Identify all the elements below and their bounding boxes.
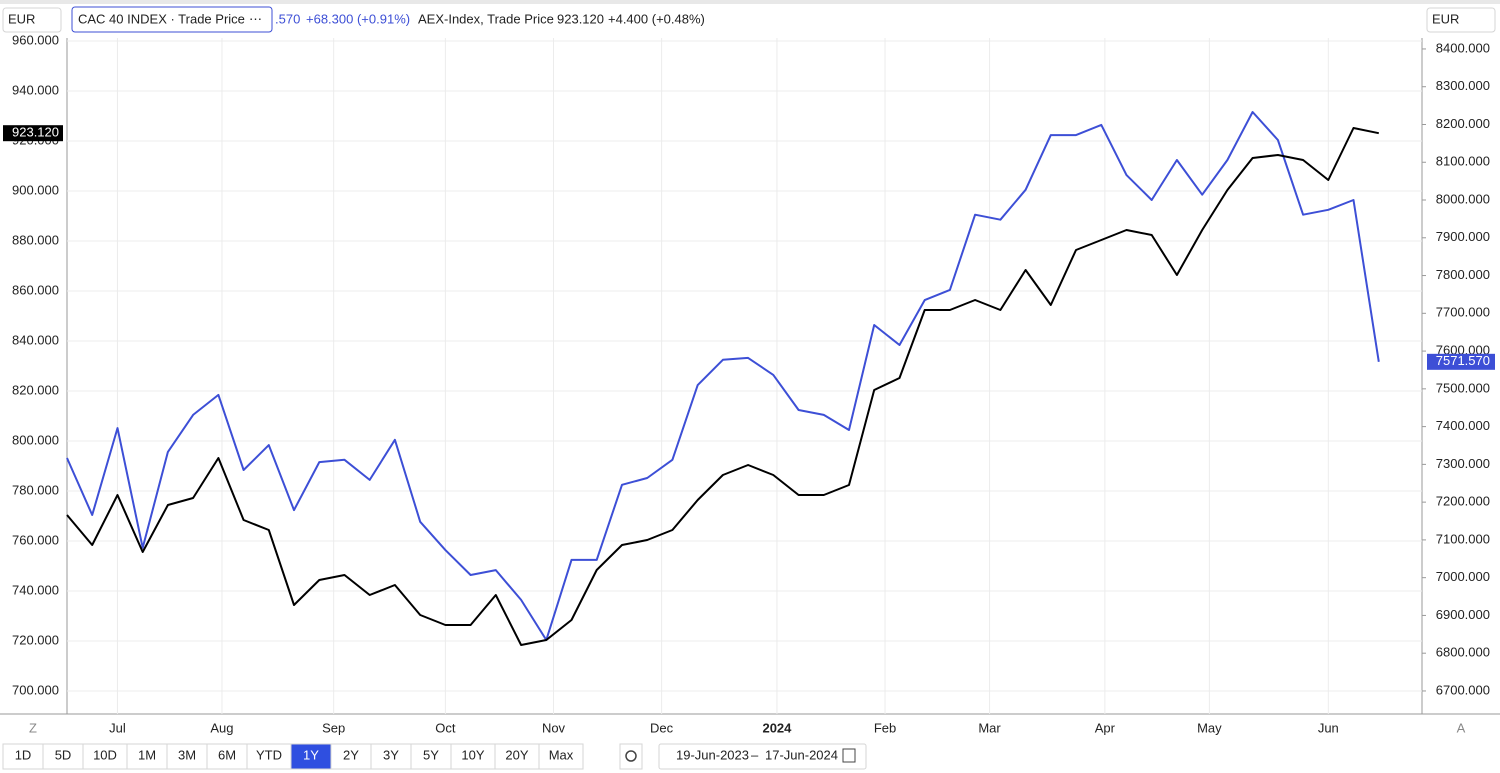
top-edge <box>0 0 1500 4</box>
last-price-label: 923.120 <box>12 125 59 140</box>
range-button[interactable] <box>538 743 584 770</box>
range-label[interactable]: 1Y <box>303 747 319 762</box>
range-label[interactable]: 5D <box>55 747 72 762</box>
y2-tick-label: 6700.000 <box>1436 682 1490 697</box>
x-tick-label: May <box>1197 720 1222 735</box>
y2-tick-label: 7400.000 <box>1436 418 1490 433</box>
y2-tick-label: 7300.000 <box>1436 456 1490 471</box>
date-sep: – <box>751 747 759 762</box>
settings-button[interactable] <box>619 743 643 770</box>
x-tick-label: Feb <box>874 720 896 735</box>
range-button[interactable] <box>410 743 452 770</box>
range-button[interactable] <box>450 743 496 770</box>
range-label[interactable]: 10Y <box>461 747 484 762</box>
x-tick-label: Dec <box>650 720 674 735</box>
range-label[interactable]: 3M <box>178 747 196 762</box>
currency-right[interactable]: EUR <box>1432 11 1459 26</box>
y2-tick-label: 7100.000 <box>1436 531 1490 546</box>
y-tick-label: 940.000 <box>12 82 59 97</box>
auto-button[interactable]: A <box>1457 720 1466 735</box>
y-tick-label: 860.000 <box>12 282 59 297</box>
y2-tick-label: 6800.000 <box>1436 645 1490 660</box>
range-button[interactable] <box>166 743 208 770</box>
range-label[interactable]: 3Y <box>383 747 399 762</box>
range-label[interactable]: 10D <box>93 747 117 762</box>
range-label[interactable]: Max <box>549 747 574 762</box>
y2-tick-label: 8000.000 <box>1436 191 1490 206</box>
y2-tick-label: 7800.000 <box>1436 267 1490 282</box>
date-range[interactable] <box>658 743 867 770</box>
date-to[interactable]: 17-Jun-2024 <box>765 747 838 762</box>
currency-select[interactable] <box>1426 7 1496 33</box>
y2-tick-label: 7600.000 <box>1436 343 1490 358</box>
y2-tick-label: 7900.000 <box>1436 229 1490 244</box>
y2-tick-label: 6900.000 <box>1436 607 1490 622</box>
range-button[interactable] <box>494 743 540 770</box>
range-label[interactable]: 2Y <box>343 747 359 762</box>
range-label[interactable]: 6M <box>218 747 236 762</box>
legend-box[interactable] <box>71 6 273 33</box>
y-tick-label: 760.000 <box>12 532 59 547</box>
legend-menu[interactable]: ⋯ <box>249 11 262 26</box>
range-label[interactable]: 5Y <box>423 747 439 762</box>
y-tick-label: 720.000 <box>12 632 59 647</box>
x-tick-label: Jun <box>1318 720 1339 735</box>
currency-select[interactable] <box>2 7 62 33</box>
last-price-label: 7571.570 <box>1436 353 1490 368</box>
y2-tick-label: 8400.000 <box>1436 40 1490 55</box>
range-button[interactable] <box>126 743 168 770</box>
legend-price: 923.120 <box>557 11 604 26</box>
y-tick-label: 960.000 <box>12 32 59 47</box>
y-tick-label: 840.000 <box>12 332 59 347</box>
y-tick-label: 880.000 <box>12 232 59 247</box>
zoom-button[interactable]: Z <box>29 720 37 735</box>
range-button[interactable] <box>206 743 248 770</box>
currency-left[interactable]: EUR <box>8 11 35 26</box>
y-tick-label: 780.000 <box>12 482 59 497</box>
legend-price: .570 <box>275 11 300 26</box>
y2-tick-label: 7700.000 <box>1436 305 1490 320</box>
legend-change: +68.300 (+0.91%) <box>306 11 410 26</box>
y2-tick-label: 7500.000 <box>1436 380 1490 395</box>
range-button[interactable] <box>2 743 44 770</box>
series-line <box>66 127 1380 646</box>
legend-name[interactable]: CAC 40 INDEX · Trade Price <box>78 11 245 26</box>
legend-change: +4.400 (+0.48%) <box>608 11 705 26</box>
y2-tick-label: 7000.000 <box>1436 569 1490 584</box>
y-tick-label: 740.000 <box>12 582 59 597</box>
range-label[interactable]: 1D <box>15 747 32 762</box>
last-price-tag <box>1427 353 1495 370</box>
x-tick-label: 2024 <box>762 720 792 735</box>
range-button[interactable] <box>82 743 128 770</box>
x-tick-label: Mar <box>978 720 1001 735</box>
settings-icon[interactable] <box>625 750 637 762</box>
y2-tick-label: 7200.000 <box>1436 494 1490 509</box>
range-label[interactable]: 1M <box>138 747 156 762</box>
x-tick-label: Nov <box>542 720 566 735</box>
range-button[interactable] <box>246 743 292 770</box>
last-price-tag <box>3 125 63 142</box>
date-from[interactable]: 19-Jun-2023 <box>676 747 749 762</box>
x-tick-label: Oct <box>435 720 456 735</box>
y-tick-label: 800.000 <box>12 432 59 447</box>
x-tick-label: Sep <box>322 720 345 735</box>
range-label[interactable]: 20Y <box>505 747 528 762</box>
range-button[interactable] <box>330 743 372 770</box>
calendar-icon[interactable] <box>842 748 856 763</box>
y-tick-label: 820.000 <box>12 382 59 397</box>
y-tick-label: 900.000 <box>12 182 59 197</box>
y-tick-label: 700.000 <box>12 682 59 697</box>
y2-tick-label: 8300.000 <box>1436 78 1490 93</box>
range-label[interactable]: YTD <box>256 747 282 762</box>
series-line <box>66 111 1380 641</box>
y2-tick-label: 8200.000 <box>1436 116 1490 131</box>
x-tick-label: Jul <box>109 720 126 735</box>
x-tick-label: Apr <box>1095 720 1116 735</box>
x-tick-label: Aug <box>210 720 233 735</box>
legend-name[interactable]: AEX-Index, Trade Price <box>418 11 554 26</box>
y2-tick-label: 8100.000 <box>1436 154 1490 169</box>
